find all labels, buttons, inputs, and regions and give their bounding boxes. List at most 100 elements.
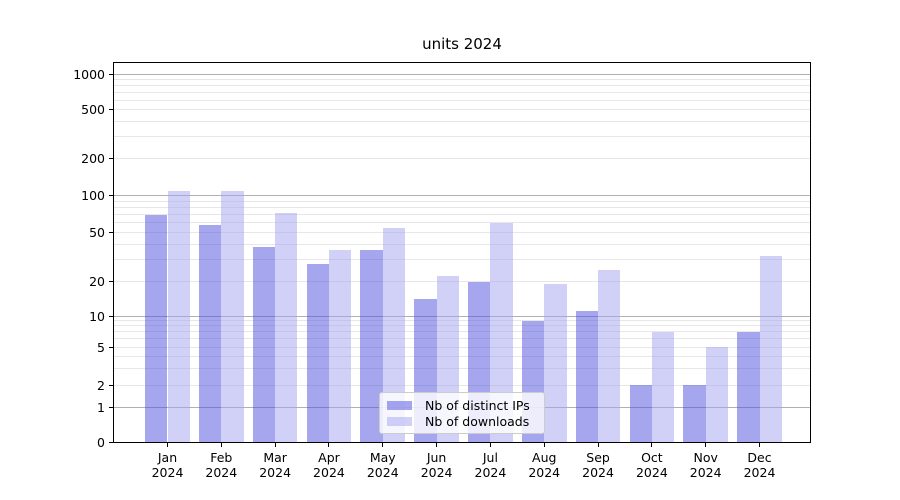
legend-swatch-distinct-ips	[387, 401, 412, 410]
x-tick-label: Aug 2024	[528, 450, 561, 480]
gridline-minor	[114, 384, 810, 386]
y-tick-label: 5	[97, 339, 105, 355]
bar-downloads-mar	[275, 213, 298, 442]
gridline-major	[114, 315, 810, 317]
bar-distinct-ips-sep	[575, 311, 599, 442]
x-tick-mark	[651, 443, 653, 447]
bar-downloads-nov	[705, 347, 728, 442]
y-tick-mark	[109, 384, 114, 386]
y-tick-label: 100	[81, 188, 105, 203]
y-tick-label: 200	[81, 151, 105, 166]
gridline-minor	[114, 200, 810, 202]
x-tick-label: Sep 2024	[582, 450, 614, 480]
y-tick-mark	[109, 109, 114, 110]
bar-downloads-oct	[651, 331, 675, 442]
gridline-minor	[114, 367, 810, 369]
gridline-major	[114, 73, 810, 75]
bar-distinct-ips-dec	[737, 331, 760, 442]
x-tick-mark	[597, 443, 599, 447]
x-tick-mark	[167, 443, 168, 447]
gridline-minor	[114, 214, 810, 216]
gridline-minor	[114, 281, 810, 282]
x-tick-label: Oct 2024	[635, 450, 668, 480]
bar-downloads-dec	[759, 256, 782, 442]
x-tick-label: Jan 2024	[151, 450, 184, 480]
x-tick-mark	[382, 443, 384, 447]
y-tick-mark	[109, 406, 114, 408]
y-tick-mark	[109, 73, 114, 75]
y-tick-mark	[109, 232, 114, 233]
bar-downloads-may	[382, 228, 406, 442]
gridline-minor	[114, 222, 810, 224]
bar-distinct-ips-oct	[629, 385, 652, 442]
y-tick-mark	[109, 346, 114, 348]
x-tick-mark	[328, 443, 330, 447]
gridline-minor	[114, 346, 810, 348]
legend-swatch-downloads	[387, 417, 412, 426]
x-tick-label: Nov 2024	[689, 450, 722, 480]
gridline-minor	[114, 84, 810, 86]
legend-label-distinct-ips: Nb of distinct IPs	[425, 398, 530, 413]
y-tick-mark	[109, 281, 114, 282]
y-tick-mark	[109, 158, 114, 159]
y-tick-mark	[109, 195, 114, 196]
gridline-minor	[114, 320, 810, 322]
y-tick-label: 1	[97, 399, 105, 415]
bar-downloads-jul	[490, 222, 513, 442]
x-tick-label: Apr 2024	[313, 450, 345, 480]
y-tick-label: 20	[89, 274, 105, 289]
gridline-minor	[114, 206, 810, 208]
gridline-minor	[114, 99, 810, 101]
y-tick-label: 10	[89, 308, 105, 324]
bar-distinct-ips-apr	[306, 263, 329, 442]
x-tick-label: Dec 2024	[743, 450, 776, 480]
x-tick-mark	[220, 443, 222, 447]
gridline-minor	[114, 232, 810, 233]
y-tick-mark	[109, 315, 114, 317]
chart-title: units 2024	[422, 35, 502, 53]
bar-downloads-apr	[328, 250, 352, 442]
x-tick-label: Jul 2024	[474, 450, 507, 480]
gridline-major	[114, 195, 810, 196]
x-tick-mark	[705, 443, 707, 447]
legend-label-downloads: Nb of downloads	[425, 414, 530, 429]
bar-distinct-ips-mar	[252, 247, 276, 442]
y-tick-label: 50	[89, 225, 105, 240]
y-tick-label: 1000	[73, 66, 105, 82]
gridline-minor	[114, 331, 810, 333]
gridline-minor	[114, 78, 810, 80]
bar-distinct-ips-jan	[145, 214, 168, 442]
gridline-minor	[114, 259, 810, 261]
gridline-minor	[114, 136, 810, 138]
legend-item-distinct-ips: Nb of distinct IPs	[387, 398, 537, 413]
bar-downloads-feb	[221, 191, 244, 442]
gridline-minor	[114, 243, 810, 245]
legend: Nb of distinct IPs Nb of downloads	[379, 392, 545, 434]
x-tick-mark	[489, 443, 491, 447]
gridline-minor	[114, 325, 810, 327]
x-tick-mark	[759, 443, 761, 447]
bar-distinct-ips-nov	[683, 385, 706, 442]
x-tick-mark	[274, 443, 276, 447]
x-tick-label: Mar 2024	[259, 450, 292, 480]
y-tick-label: 2	[97, 377, 105, 393]
gridline-minor	[114, 109, 810, 110]
gridline-minor	[114, 158, 810, 159]
x-tick-label: May 2024	[366, 450, 399, 480]
x-tick-label: Feb 2024	[205, 450, 238, 480]
gridline-minor	[114, 338, 810, 340]
bar-downloads-aug	[544, 284, 567, 442]
bar-distinct-ips-feb	[199, 224, 222, 442]
bar-downloads-sep	[598, 269, 621, 442]
gridline-minor	[114, 355, 810, 357]
plot-area: Nb of distinct IPs Nb of downloads	[113, 62, 811, 443]
x-tick-mark	[543, 443, 545, 447]
x-tick-label: Jun 2024	[420, 450, 453, 480]
x-tick-mark	[436, 443, 438, 447]
gridline-minor	[114, 120, 810, 122]
y-tick-mark	[109, 441, 114, 443]
gridline-minor	[114, 91, 810, 93]
bar-distinct-ips-may	[360, 250, 383, 442]
legend-item-downloads: Nb of downloads	[387, 414, 537, 429]
